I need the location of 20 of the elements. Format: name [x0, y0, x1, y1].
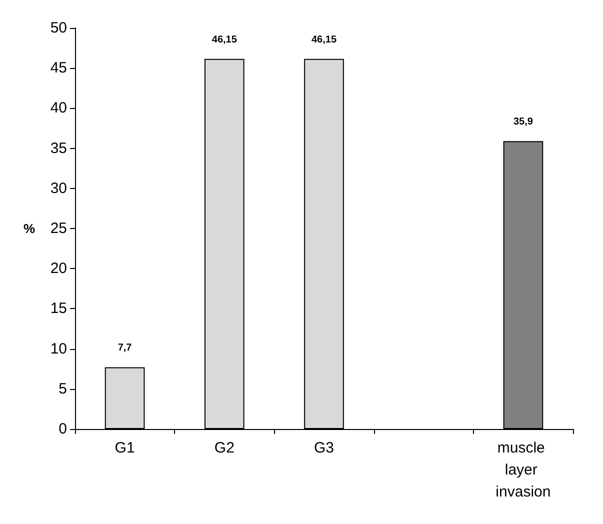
y-tick-label: 30 — [50, 180, 67, 197]
y-tick-label: 25 — [50, 220, 67, 237]
x-tick-label: muscle layer invasion — [496, 440, 551, 500]
x-tick-label: G1 — [114, 440, 135, 456]
y-tick-label: 40 — [50, 100, 67, 117]
y-tick-label: 50 — [50, 20, 67, 36]
data-label: 35,9 — [513, 116, 534, 128]
x-tick-label: G3 — [314, 440, 334, 456]
y-tick-label: 5 — [58, 380, 67, 398]
y-tick-label: 10 — [50, 340, 67, 358]
y-tick-label: 45 — [50, 60, 67, 77]
y-axis-title: % — [23, 221, 36, 236]
x-tick-label: G2 — [214, 440, 234, 456]
y-tick-label: 20 — [50, 260, 67, 278]
data-label: 46,15 — [311, 34, 337, 46]
data-label: 7,7 — [118, 342, 132, 354]
y-tick-label: 0 — [58, 420, 67, 438]
data-label: 46,15 — [212, 34, 238, 46]
y-tick-label: 35 — [50, 140, 67, 157]
y-tick-label: 15 — [50, 300, 67, 318]
